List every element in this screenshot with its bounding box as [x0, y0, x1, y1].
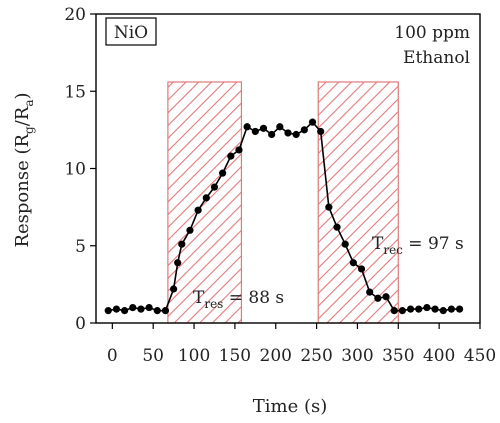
data-point: [308, 118, 317, 126]
data-point: [374, 294, 382, 302]
y-tick-label: 0: [75, 314, 86, 334]
data-point: [194, 206, 202, 214]
data-point: [415, 305, 423, 313]
data-point: [268, 130, 276, 139]
x-axis-title: Time (s): [253, 396, 328, 417]
y-tick-label: 15: [64, 82, 86, 102]
data-point: [161, 307, 170, 315]
data-point: [284, 129, 292, 137]
data-point: [243, 123, 251, 131]
data-point: [120, 307, 129, 315]
data-point: [129, 303, 137, 312]
data-point: [431, 305, 439, 313]
series-line: [108, 120, 460, 312]
concentration-label: 100 ppm: [394, 23, 470, 43]
recovery-time-annotation: Trec = 97 s: [372, 234, 464, 257]
data-point: [145, 303, 153, 312]
data-point: [423, 303, 431, 312]
data-point: [357, 265, 366, 273]
shaded-region-1: [167, 81, 243, 324]
data-point: [174, 259, 182, 267]
y-tick-label: 5: [75, 237, 86, 257]
data-point: [227, 152, 235, 160]
data-point: [406, 305, 415, 313]
shaded-region-2: [317, 81, 399, 324]
data-point: [292, 130, 300, 139]
gas-label: Ethanol: [403, 48, 470, 68]
data-point: [112, 305, 121, 313]
data-point: [178, 240, 186, 248]
data-point: [210, 183, 219, 191]
data-point: [153, 307, 161, 315]
data-point: [455, 305, 464, 313]
data-point: [219, 169, 227, 177]
data-point: [325, 203, 333, 211]
legend-box: [105, 17, 157, 46]
data-point: [137, 305, 145, 313]
data-point: [366, 288, 374, 296]
x-tick-label: 250: [300, 346, 332, 366]
x-tick-label: 300: [341, 346, 373, 366]
data-point: [447, 305, 456, 313]
x-tick-label: 350: [382, 346, 414, 366]
response-time-annotation: Tres = 88 s: [193, 288, 284, 311]
x-tick-label: 100: [178, 346, 210, 366]
legend-label: NiO: [114, 23, 148, 43]
data-point: [398, 307, 406, 315]
data-point: [104, 307, 112, 315]
data-point: [235, 146, 243, 154]
y-tick-label: 20: [64, 5, 86, 25]
data-point: [300, 126, 308, 134]
y-tick-label: 10: [64, 160, 86, 180]
data-point: [259, 124, 268, 132]
data-point: [390, 307, 398, 315]
data-point: [170, 285, 178, 293]
y-axis-title: Response (Rg/Ra): [12, 92, 36, 247]
data-point: [439, 307, 447, 315]
x-tick-label: 0: [107, 346, 118, 366]
shaded-regions: [167, 81, 399, 324]
data-point: [186, 226, 194, 234]
data-point: [202, 194, 210, 202]
data-points: [104, 118, 464, 315]
data-point: [333, 223, 341, 231]
data-point: [317, 127, 325, 136]
data-point: [276, 123, 284, 131]
data-line: [108, 120, 460, 312]
x-tick-label: 150: [219, 346, 251, 366]
x-tick-label: 200: [260, 346, 292, 366]
x-tick-label: 400: [423, 346, 455, 366]
x-tick-label: 450: [464, 346, 496, 366]
legend: NiO: [105, 17, 157, 46]
x-tick-label: 50: [142, 346, 164, 366]
data-point: [251, 127, 259, 136]
data-point: [349, 259, 357, 267]
data-point: [341, 240, 349, 248]
axis-ticks: 0 50 100 150 200 250 300 350 400 450 0 5 10 15 20: [64, 5, 496, 366]
data-point: [382, 293, 390, 301]
